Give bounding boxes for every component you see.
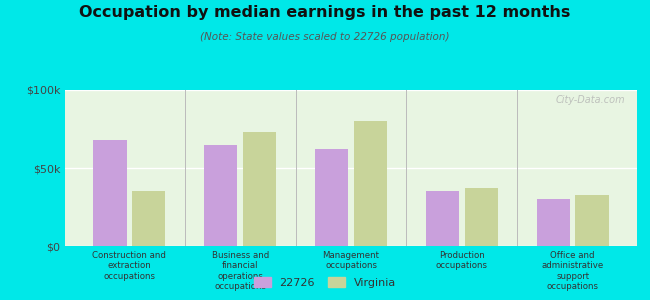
Bar xyxy=(537,199,570,246)
Bar xyxy=(315,149,348,246)
Bar xyxy=(575,194,609,246)
Bar xyxy=(465,188,498,246)
Text: (Note: State values scaled to 22726 population): (Note: State values scaled to 22726 popu… xyxy=(200,32,450,41)
Bar xyxy=(243,132,276,246)
Legend: 22726, Virginia: 22726, Virginia xyxy=(250,274,400,291)
Bar xyxy=(93,140,127,246)
Text: Occupation by median earnings in the past 12 months: Occupation by median earnings in the pas… xyxy=(79,4,571,20)
Text: City-Data.com: City-Data.com xyxy=(556,95,625,105)
Bar xyxy=(354,121,387,246)
Bar xyxy=(426,191,459,246)
Bar xyxy=(204,145,237,246)
Bar xyxy=(132,191,165,246)
